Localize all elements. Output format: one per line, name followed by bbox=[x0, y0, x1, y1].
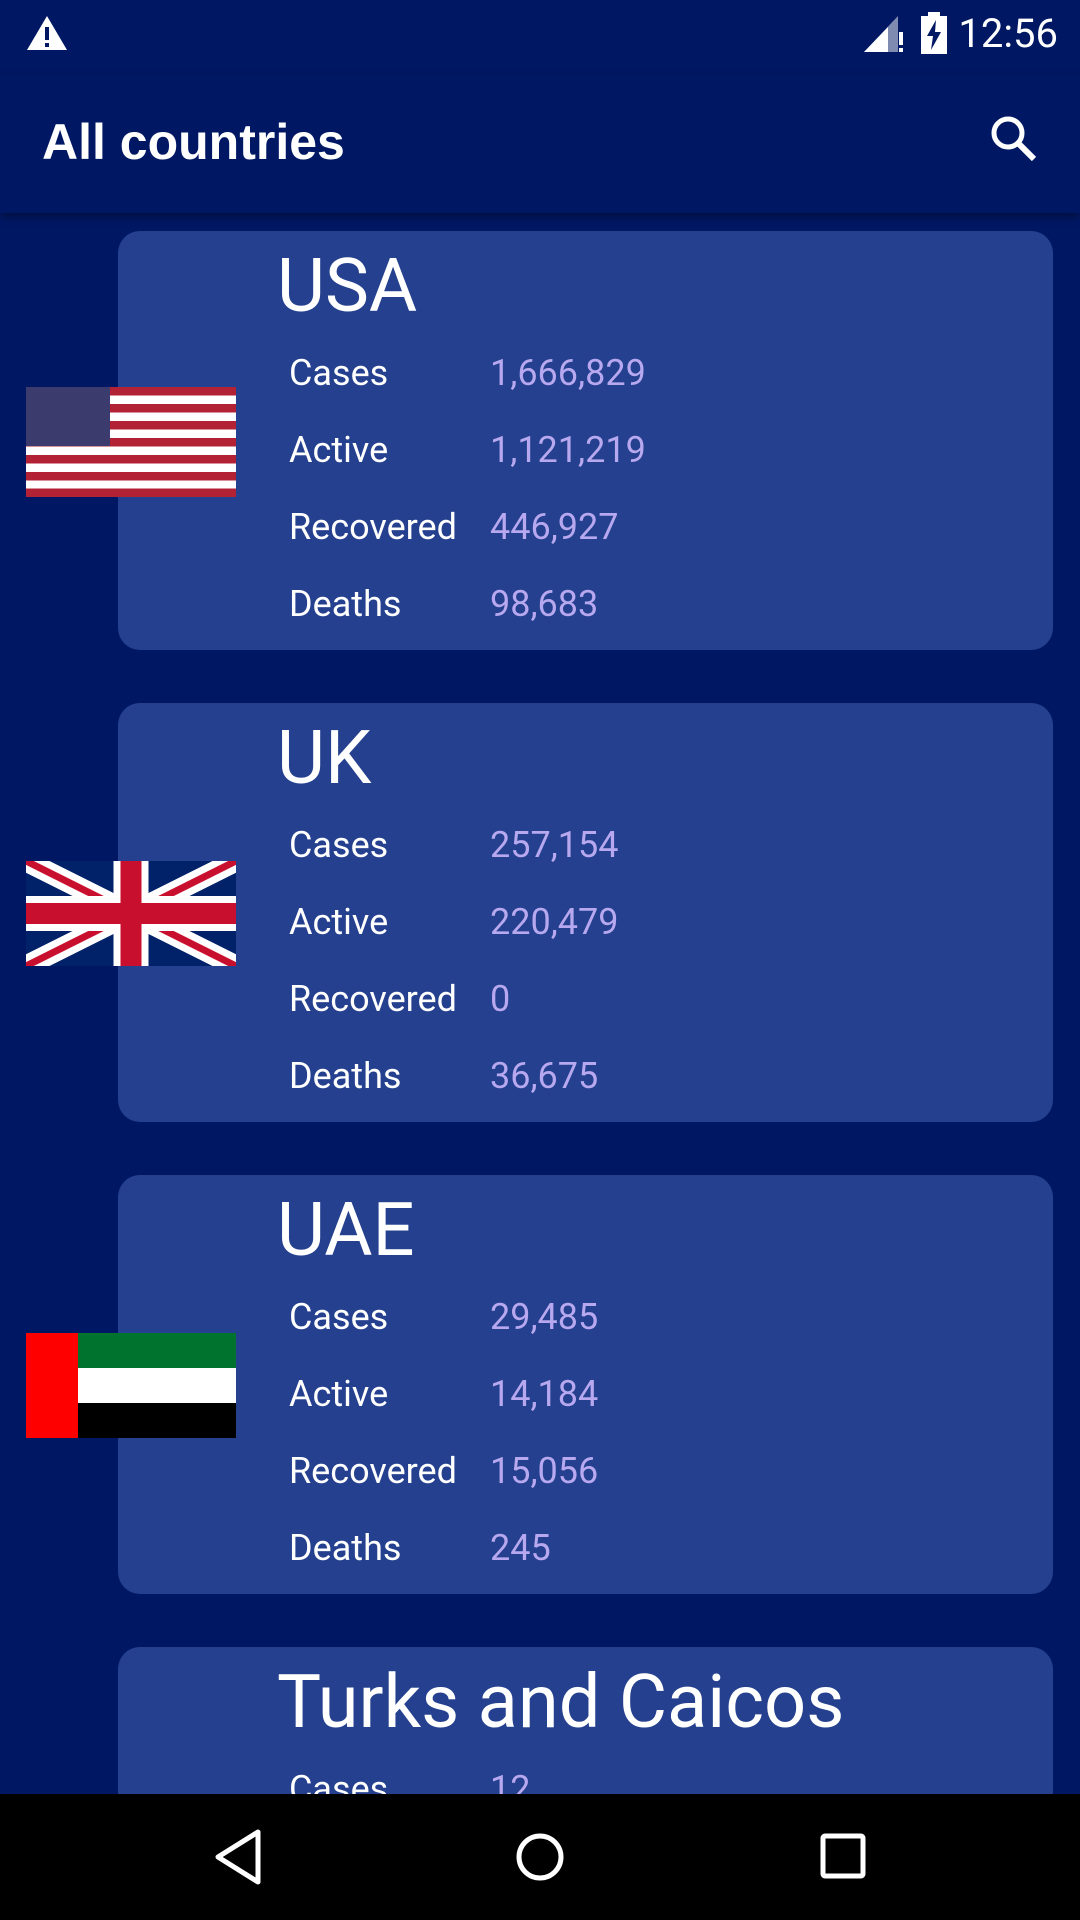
stat-value: 446,927 bbox=[490, 506, 619, 548]
stat-value: 1,666,829 bbox=[490, 352, 646, 394]
stat-label: Recovered bbox=[289, 978, 457, 1020]
stat-value: 220,479 bbox=[490, 901, 619, 943]
stat-value: 245 bbox=[490, 1527, 551, 1569]
app-bar: All countries bbox=[0, 75, 1080, 213]
warning-icon bbox=[27, 16, 67, 50]
back-button[interactable] bbox=[212, 1828, 264, 1886]
clock: 12:56 bbox=[958, 10, 1058, 57]
flag-uae bbox=[26, 1333, 236, 1438]
stat-value: 0 bbox=[490, 978, 511, 1020]
flag-usa bbox=[26, 387, 236, 497]
battery-icon bbox=[921, 12, 947, 54]
stat-value: 257,154 bbox=[490, 824, 619, 866]
stat-label: Active bbox=[289, 1373, 389, 1415]
status-bar: 12:56 bbox=[0, 0, 1080, 75]
country-name: USA bbox=[277, 243, 418, 330]
stat-value: 12 bbox=[490, 1768, 531, 1794]
stat-label: Deaths bbox=[289, 583, 402, 625]
stat-label: Recovered bbox=[289, 506, 457, 548]
stat-label: Deaths bbox=[289, 1055, 402, 1097]
flag-uk bbox=[26, 861, 236, 966]
country-card[interactable]: USA Cases 1,666,829 Active 1,121,219 Recovere… bbox=[118, 231, 1053, 650]
stat-value: 36,675 bbox=[490, 1055, 599, 1097]
stat-label: Recovered bbox=[289, 1450, 457, 1492]
stat-value: 29,485 bbox=[490, 1296, 599, 1338]
stat-label: Cases bbox=[289, 1768, 389, 1794]
navigation-bar bbox=[0, 1794, 1080, 1920]
stat-value: 98,683 bbox=[490, 583, 599, 625]
stat-label: Deaths bbox=[289, 1527, 402, 1569]
country-name: UK bbox=[277, 715, 372, 802]
country-card[interactable]: Turks and Caicos Cases 12 bbox=[118, 1647, 1053, 1794]
country-name: Turks and Caicos bbox=[277, 1659, 845, 1746]
country-card[interactable]: UK Cases 257,154 Active 220,479 Recovered 0 Dea… bbox=[118, 703, 1053, 1122]
stat-label: Cases bbox=[289, 1296, 389, 1338]
search-button[interactable] bbox=[988, 113, 1040, 165]
country-list: USA Cases 1,666,829 Active 1,121,219 Recovere… bbox=[0, 213, 1080, 1794]
home-button[interactable] bbox=[514, 1828, 566, 1886]
app-title: All countries bbox=[42, 114, 345, 170]
stat-value: 1,121,219 bbox=[490, 429, 646, 471]
stat-label: Cases bbox=[289, 824, 389, 866]
signal-icon bbox=[864, 16, 903, 52]
stat-value: 15,056 bbox=[490, 1450, 599, 1492]
country-name: UAE bbox=[277, 1187, 415, 1274]
stat-value: 14,184 bbox=[490, 1373, 599, 1415]
stat-label: Cases bbox=[289, 352, 389, 394]
country-card[interactable]: UAE Cases 29,485 Active 14,184 Recovered 15,05… bbox=[118, 1175, 1053, 1594]
stat-label: Active bbox=[289, 429, 389, 471]
stat-label: Active bbox=[289, 901, 389, 943]
recents-button[interactable] bbox=[818, 1828, 870, 1886]
